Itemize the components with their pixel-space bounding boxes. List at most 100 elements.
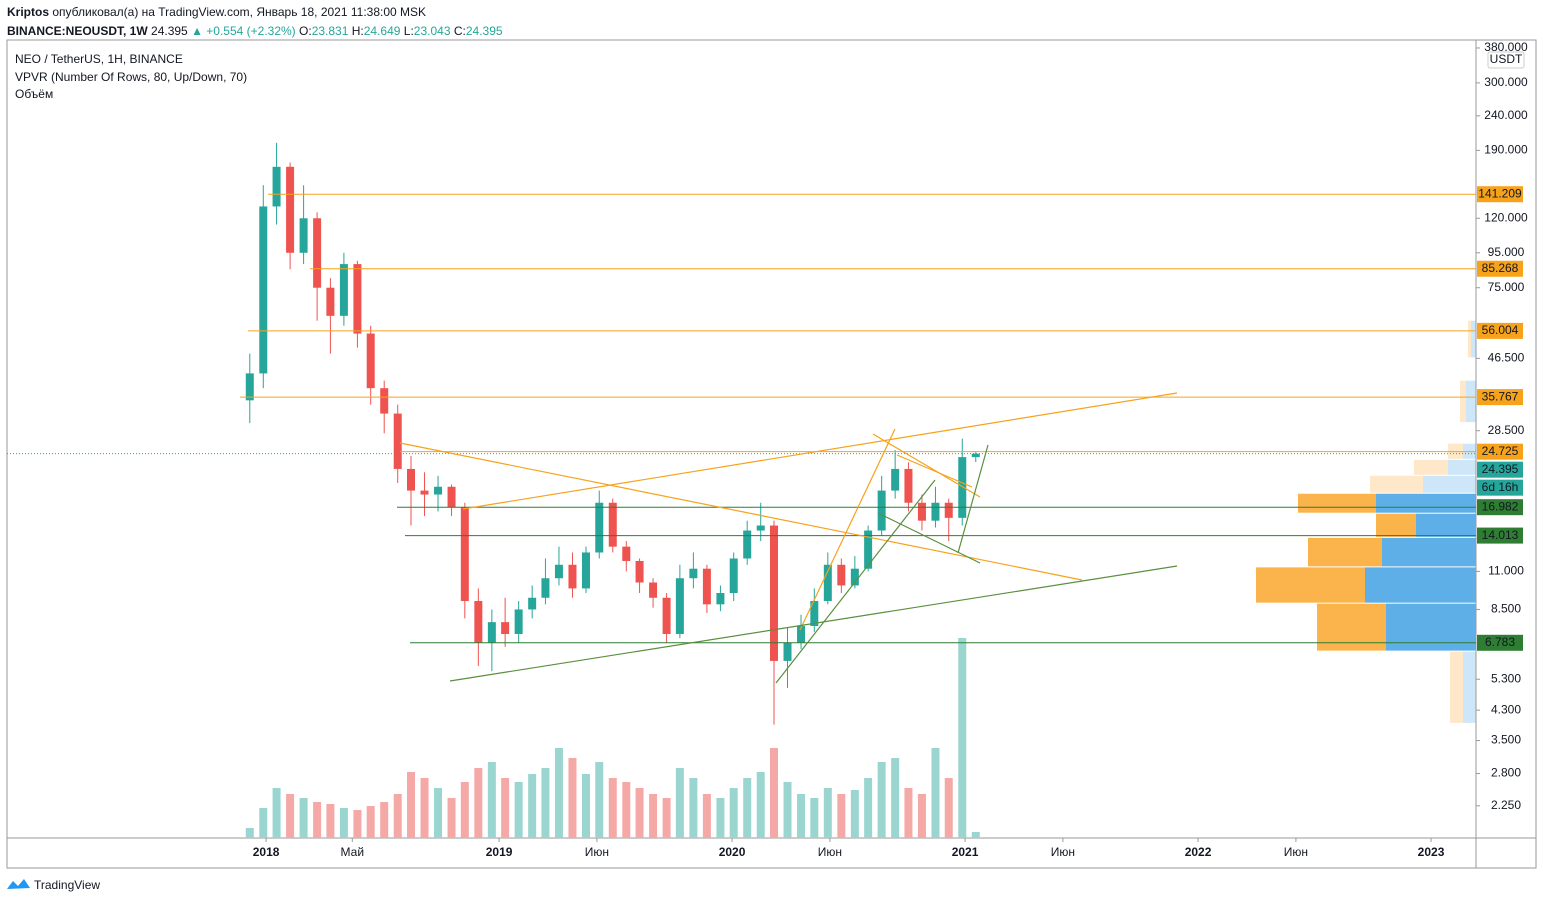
publish-line: Kriptos опубликовал(а) на TradingView.co… [7, 3, 503, 22]
candle-body [393, 413, 402, 469]
level-label: 35.767 [1482, 389, 1519, 403]
volume-bar [366, 806, 375, 838]
legend-title: NEO / TetherUS, 1H, BINANCE [15, 52, 183, 66]
y-tick-label: 8.500 [1491, 602, 1521, 616]
candle-body [380, 388, 389, 414]
volume-bar [581, 774, 590, 838]
level-label: 14.013 [1482, 528, 1519, 542]
candle-body [756, 525, 765, 531]
vpvr-up [1365, 567, 1476, 603]
volume-bar [823, 788, 832, 838]
candle-body [460, 507, 469, 602]
candle-body [944, 502, 953, 518]
trend-line [449, 565, 1178, 682]
candle-body [554, 564, 563, 579]
candle-body [286, 166, 295, 253]
vpvr-up [1471, 320, 1476, 358]
volume-bar [797, 794, 806, 838]
y-tick-label: 190.000 [1484, 143, 1528, 157]
volume-bar [554, 748, 563, 838]
level-label: 85.268 [1482, 261, 1519, 275]
candle-body [958, 457, 967, 518]
vpvr-up [1423, 475, 1476, 493]
volume-bar [649, 794, 658, 838]
footer-brand: TradingView [34, 878, 100, 892]
candle-body [487, 622, 496, 643]
level-label-bg [1477, 389, 1523, 406]
volume-bar [501, 778, 510, 838]
y-tick-label: 3.500 [1491, 733, 1521, 747]
drawings [399, 392, 1178, 684]
x-tick-label: Июн [585, 845, 609, 859]
plot [7, 142, 1476, 838]
volume-bar [864, 778, 873, 838]
vpvr-down [1460, 380, 1466, 423]
volume-bar [447, 798, 456, 838]
vpvr-down [1376, 513, 1416, 537]
volume-bar [259, 808, 268, 838]
volume-bar [662, 798, 671, 838]
volume-bar [487, 762, 496, 838]
volume-bar [702, 794, 711, 838]
volume-bar [272, 788, 281, 838]
symbol: BINANCE:NEOUSDT, 1W [7, 24, 148, 38]
x-tick-label: Июн [1051, 845, 1075, 859]
y-tick-label: 4.300 [1491, 702, 1521, 716]
candle-body [810, 601, 819, 626]
h-label: H: [351, 24, 364, 38]
vpvr-up [1376, 493, 1476, 513]
level-label: 24.725 [1482, 444, 1519, 458]
candle-body [917, 502, 926, 521]
candle-body [420, 490, 429, 495]
legend-indicator: Объём [15, 87, 53, 101]
candle-body [689, 568, 698, 579]
volume-bar [245, 828, 254, 838]
candle-body [729, 558, 738, 594]
candle-body [864, 530, 873, 569]
level-label-bg [1477, 322, 1523, 339]
volume-bar [756, 772, 765, 838]
volume-bar [729, 788, 738, 838]
volume-bar [675, 768, 684, 838]
volume-bar [931, 748, 940, 838]
candle-body [649, 582, 658, 598]
trend-line [462, 392, 1178, 510]
trend-line [775, 479, 936, 684]
logo-icon [7, 879, 30, 889]
candle-body [541, 578, 550, 598]
level-label-bg [1477, 499, 1523, 516]
volume-bar [877, 762, 886, 838]
volume-bar [595, 762, 604, 838]
trend-line [872, 433, 981, 498]
volume-bar [326, 804, 335, 838]
y-tick-label: 95.000 [1488, 245, 1525, 259]
candle-body [931, 502, 940, 521]
level-label: 56.004 [1482, 323, 1519, 337]
candle-body [971, 453, 980, 458]
vpvr-up [1463, 651, 1476, 723]
vpvr [1256, 320, 1476, 723]
trend-line [957, 444, 989, 554]
volume-bar [622, 782, 631, 838]
candle-body [501, 622, 510, 634]
countdown: 6d 16h [1482, 480, 1519, 494]
y-tick-label: 5.300 [1491, 671, 1521, 685]
y-tick-label: 11.000 [1488, 564, 1524, 578]
vpvr-up [1448, 459, 1476, 475]
last: 24.395 [151, 24, 188, 38]
y-tick-label: 2.250 [1491, 798, 1521, 812]
candle-body [514, 609, 523, 634]
volume-bar [944, 778, 953, 838]
level-label-bg [1477, 186, 1523, 203]
trend-line [896, 454, 973, 488]
volume-bar [770, 748, 779, 838]
volume-bar [958, 638, 967, 838]
volume-bar [393, 794, 402, 838]
candle-body [568, 564, 577, 589]
o-label: O: [299, 24, 312, 38]
level-label-bg [1477, 527, 1523, 544]
volume-bar [689, 778, 698, 838]
candle-body [259, 206, 268, 374]
candle-body [447, 486, 456, 508]
volume-bar [971, 832, 980, 838]
